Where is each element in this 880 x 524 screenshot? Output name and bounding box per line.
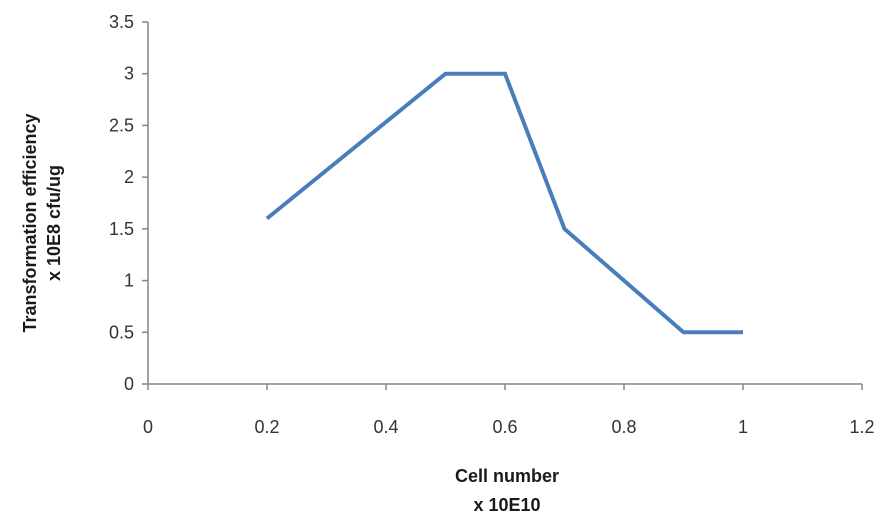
x-tick-label: 0.8 (611, 417, 636, 437)
y-tick-label: 1 (124, 271, 134, 291)
series-line-1 (265, 71, 743, 335)
x-tick-label: 1 (738, 417, 748, 437)
x-tick-labels: 0 0.2 0.4 0.6 0.8 1 1.2 (143, 417, 875, 437)
y-tick-labels: 0 0.5 1 1.5 2 2.5 3 3.5 (109, 12, 134, 394)
y-axis-title-line: x 10E8 cfu/ug (44, 165, 64, 281)
x-tick-label: 0 (143, 417, 153, 437)
y-tick-label: 1.5 (109, 219, 134, 239)
x-axis-title: Cell number x 10E10 (455, 466, 559, 515)
x-tick-label: 1.2 (849, 417, 874, 437)
x-tick-label: 0.4 (373, 417, 398, 437)
y-axis-title: Transformation efficiency x 10E8 cfu/ug (20, 113, 64, 332)
series-group (265, 71, 743, 335)
y-tick-label: 0 (124, 374, 134, 394)
y-tick-label: 2.5 (109, 115, 134, 135)
y-tick-label: 2 (124, 167, 134, 187)
x-axis-title-line: x 10E10 (473, 495, 540, 515)
x-tick-label: 0.2 (254, 417, 279, 437)
y-axis-title-line: Transformation efficiency (20, 113, 40, 332)
y-tick-label: 3 (124, 64, 134, 84)
axes (142, 21, 863, 390)
y-tick-label: 0.5 (109, 322, 134, 342)
x-axis-title-line: Cell number (455, 466, 559, 486)
y-tick-label: 3.5 (109, 12, 134, 32)
x-tick-label: 0.6 (492, 417, 517, 437)
